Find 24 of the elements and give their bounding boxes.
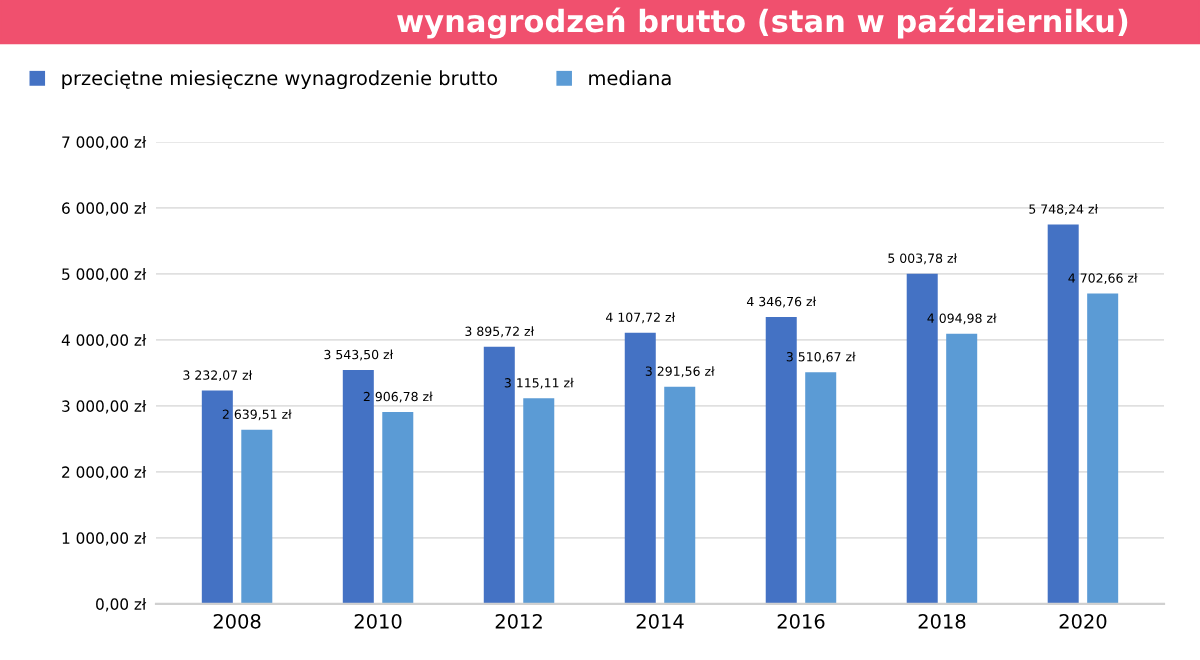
legend-label: mediana: [589, 70, 671, 86]
legend-label: przeciętne miesięczne wynagrodzenie brutto: [62, 70, 497, 90]
bar: [805, 372, 837, 604]
bar: [664, 386, 696, 604]
bar: [241, 429, 273, 604]
x-tick-label: 2010: [354, 613, 402, 629]
x-tick-label: 2014: [636, 613, 684, 629]
bar: [342, 370, 374, 604]
x-tick-label: 2018: [918, 613, 966, 629]
bar: [1047, 224, 1079, 604]
x-tick-label: 2008: [213, 613, 261, 629]
bar: [1087, 293, 1119, 604]
bar: [382, 412, 414, 604]
bar: [765, 317, 797, 604]
bar: [523, 398, 555, 604]
bar: [201, 390, 233, 604]
bar: [483, 346, 515, 604]
x-tick-label: 2016: [777, 613, 825, 629]
bar: [906, 273, 938, 604]
bar: [624, 332, 656, 604]
x-tick-label: 2020: [1059, 613, 1107, 629]
x-tick-label: 2012: [495, 613, 542, 629]
chart-title: wynagrodzeń brutto (stan w październiku): [397, 7, 1128, 39]
bar: [946, 333, 978, 604]
